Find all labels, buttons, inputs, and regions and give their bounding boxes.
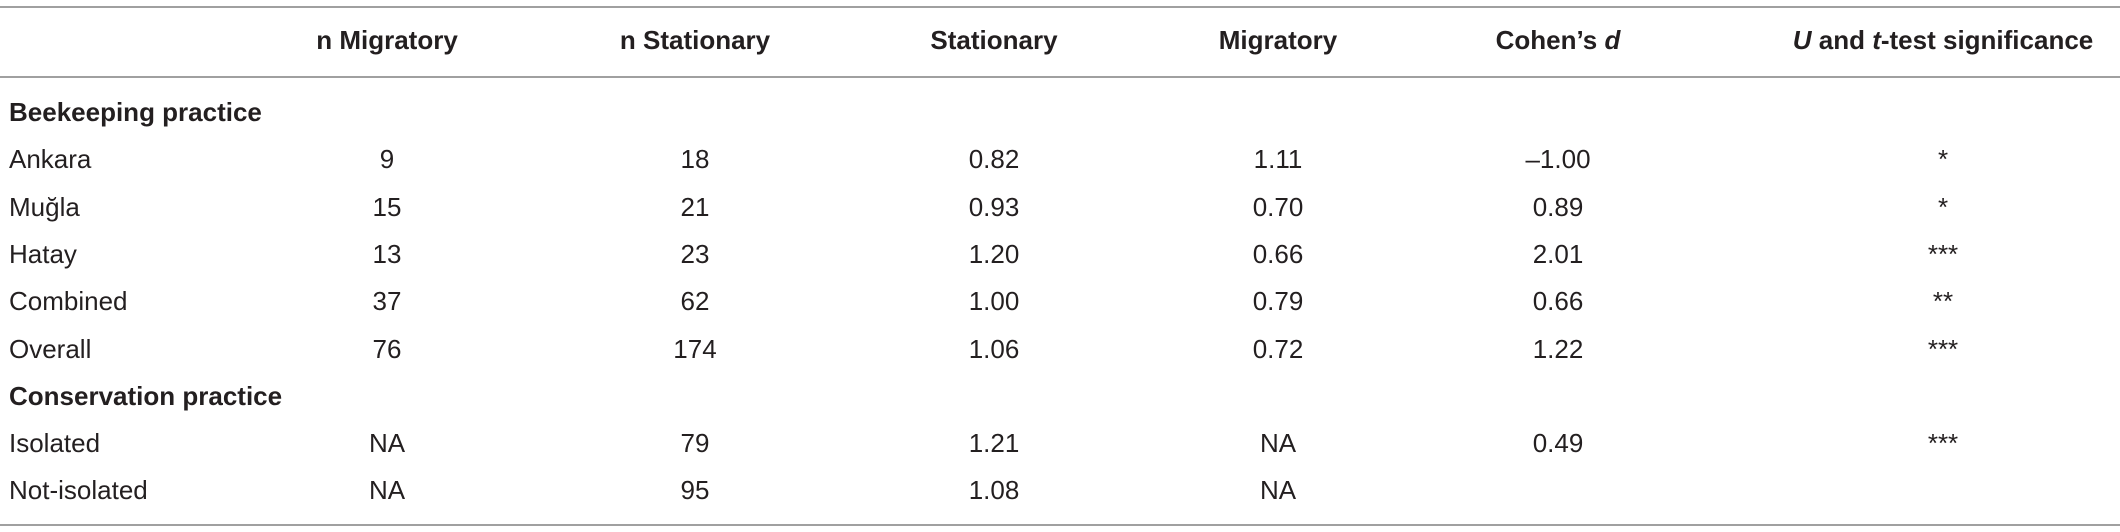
table-cell: 1.00 [968,286,1020,317]
table-cell: 18 [680,144,710,175]
header-text: -test significance [1880,25,2094,55]
table-cell: 15 [372,191,402,222]
table-cell: 0.66 [1532,286,1584,317]
table-cell: 1.06 [968,333,1020,364]
table-cell: –1.00 [1525,144,1591,175]
table-cell: 0.82 [968,144,1020,175]
header-text: Cohen’s [1495,25,1605,55]
table-cell: ** [1932,286,1954,317]
table-cell: 1.11 [1253,144,1303,175]
row-label: Isolated [9,428,101,459]
table-cell: 62 [680,286,710,317]
table-cell: *** [1927,333,1959,364]
table-cell: 1.21 [968,428,1020,459]
header-text: U [1792,25,1812,55]
bottom-rule [0,524,2120,526]
table-cell: 23 [680,238,710,269]
header-rule [0,76,2120,78]
table-cell: 1.08 [968,475,1020,506]
table-cell: *** [1927,238,1959,269]
table-cell: 174 [673,333,717,364]
table-cell: NA [1259,428,1297,459]
header-text: n Stationary [619,25,771,55]
table-cell: NA [368,428,406,459]
row-label: Hatay [9,238,77,269]
table-cell: 0.72 [1252,333,1304,364]
table-cell: 0.70 [1252,191,1304,222]
table-cell: *** [1927,428,1959,459]
table-cell: 0.79 [1252,286,1304,317]
table-cell: 37 [372,286,402,317]
table-cell: * [1937,144,1949,175]
column-header: Stationary [930,24,1057,56]
column-header: Cohen’s d [1496,24,1621,56]
section-title: Beekeeping practice [9,97,262,127]
header-text: and [1811,25,1873,55]
table-cell: NA [1259,475,1297,506]
column-header: n Migratory [316,24,458,56]
table-cell: 0.49 [1532,428,1584,459]
column-header: U and t-test significance [1793,24,2094,56]
row-label: Overall [9,333,92,364]
table-cell: 1.20 [968,238,1020,269]
table-cell: 2.01 [1532,238,1584,269]
top-rule [0,6,2120,8]
header-text: t [1872,25,1881,55]
row-label: Not-isolated [9,475,148,506]
header-text: d [1604,25,1621,55]
header-text: Stationary [930,25,1058,55]
table-cell: 21 [680,191,710,222]
column-header: n Stationary [620,24,770,56]
table-cell: 0.89 [1532,191,1584,222]
table-cell: 0.66 [1252,238,1304,269]
header-text: n Migratory [316,25,458,55]
table-cell: * [1937,191,1949,222]
table-cell: 9 [379,144,395,175]
table-cell: 13 [372,238,402,269]
section-title: Conservation practice [9,380,283,411]
row-label: Muğla [9,191,80,222]
table-cell: 95 [680,475,710,506]
header-text: Migratory [1218,25,1338,55]
column-header: Migratory [1219,24,1337,56]
table-cell: NA [368,475,406,506]
row-label: Combined [9,286,128,317]
table-cell: 79 [680,428,710,459]
table-cell: 1.22 [1532,333,1584,364]
table-cell: 0.93 [968,191,1020,222]
table-cell: 76 [372,333,402,364]
row-label: Ankara [9,144,92,175]
